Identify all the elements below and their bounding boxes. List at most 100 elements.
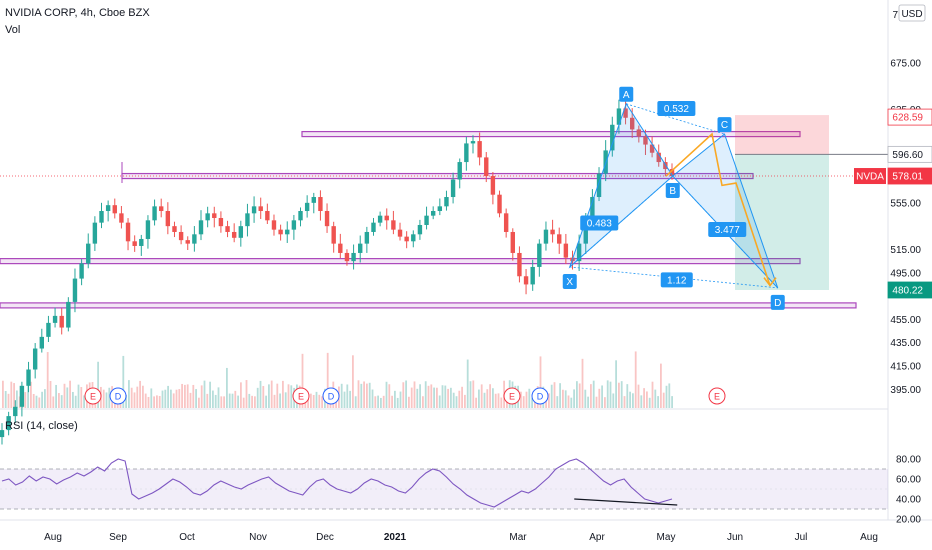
candle-body[interactable] <box>450 179 456 198</box>
candle-body[interactable] <box>19 385 25 407</box>
candle-body[interactable] <box>497 194 502 214</box>
pattern-point-b[interactable]: B <box>665 183 680 199</box>
candle-body[interactable] <box>258 206 263 212</box>
candle-body[interactable] <box>338 243 343 253</box>
candle-body[interactable] <box>0 430 5 438</box>
candle-body[interactable] <box>636 129 642 137</box>
candle-body[interactable] <box>152 206 157 221</box>
candle-body[interactable] <box>298 211 303 221</box>
candle-body[interactable] <box>358 243 363 253</box>
candle-body[interactable] <box>304 202 310 212</box>
candle-body[interactable] <box>291 220 297 230</box>
candle-body[interactable] <box>470 141 476 144</box>
candle-body[interactable] <box>484 157 489 177</box>
candle-body[interactable] <box>66 301 71 328</box>
candle-body[interactable] <box>557 234 562 244</box>
candle-body[interactable] <box>371 222 376 232</box>
candle-body[interactable] <box>165 211 171 227</box>
candle-body[interactable] <box>212 213 217 218</box>
candle-body[interactable] <box>86 243 91 264</box>
profit-zone[interactable] <box>735 154 829 290</box>
currency-button[interactable] <box>898 4 926 22</box>
candle-body[interactable] <box>424 215 429 225</box>
candle-body[interactable] <box>13 406 18 417</box>
pattern-ratio-badge[interactable]: 0.532 <box>657 100 696 116</box>
candle-body[interactable] <box>537 243 542 267</box>
candle-body[interactable] <box>411 234 416 242</box>
candle-body[interactable] <box>643 136 648 145</box>
pattern-ratio-badge[interactable]: 3.477 <box>708 221 747 237</box>
stop-zone[interactable] <box>735 115 829 155</box>
candle-body[interactable] <box>278 229 283 235</box>
candle-body[interactable] <box>523 276 529 285</box>
event-earnings-marker[interactable]: E <box>708 387 726 405</box>
pattern-point-a[interactable]: A <box>619 86 634 102</box>
candle-body[interactable] <box>610 124 615 151</box>
candle-body[interactable] <box>457 162 462 180</box>
candle-body[interactable] <box>26 369 31 386</box>
candle-body[interactable] <box>430 211 436 216</box>
candle-body[interactable] <box>39 336 45 349</box>
event-dividend-marker[interactable]: D <box>531 387 549 405</box>
candle-body[interactable] <box>79 263 84 279</box>
candle-body[interactable] <box>192 234 197 244</box>
pattern-point-d[interactable]: D <box>770 294 785 310</box>
event-dividend-marker[interactable]: D <box>322 387 340 405</box>
pattern-ratio-badge[interactable]: 1.12 <box>660 272 693 288</box>
candle-body[interactable] <box>530 266 535 285</box>
candle-body[interactable] <box>92 222 98 244</box>
candle-body[interactable] <box>437 206 443 212</box>
candle-body[interactable] <box>377 215 383 223</box>
candle-body[interactable] <box>32 348 38 370</box>
candle-body[interactable] <box>391 220 396 230</box>
candle-body[interactable] <box>663 162 668 170</box>
candle-body[interactable] <box>318 197 323 212</box>
candle-body[interactable] <box>99 211 104 223</box>
candle-body[interactable] <box>550 229 555 235</box>
projection-path[interactable] <box>665 132 771 286</box>
candle-body[interactable] <box>404 236 409 242</box>
event-earnings-marker[interactable]: E <box>292 387 310 405</box>
candle-body[interactable] <box>477 141 482 158</box>
candle-body[interactable] <box>596 173 602 198</box>
candle-body[interactable] <box>105 205 111 212</box>
level-box[interactable] <box>0 302 857 309</box>
candle-body[interactable] <box>245 213 250 227</box>
candle-body[interactable] <box>364 231 370 244</box>
candle-body[interactable] <box>52 315 58 323</box>
candle-body[interactable] <box>178 231 184 241</box>
candle-body[interactable] <box>510 231 515 253</box>
candle-body[interactable] <box>125 222 131 242</box>
candle-body[interactable] <box>59 315 64 328</box>
candle-body[interactable] <box>351 252 356 262</box>
candle-body[interactable] <box>218 217 224 227</box>
candle-body[interactable] <box>397 229 403 237</box>
candle-body[interactable] <box>490 176 496 195</box>
candle-body[interactable] <box>503 213 509 232</box>
candle-body[interactable] <box>590 197 595 221</box>
candle-body[interactable] <box>251 206 257 214</box>
candle-body[interactable] <box>669 169 675 177</box>
candle-body[interactable] <box>72 278 78 302</box>
candle-body[interactable] <box>517 252 522 277</box>
candle-body[interactable] <box>46 322 51 337</box>
candle-body[interactable] <box>285 229 290 235</box>
candle-body[interactable] <box>205 213 210 221</box>
candle-body[interactable] <box>159 206 164 212</box>
level-box[interactable] <box>301 130 801 138</box>
event-dividend-marker[interactable]: D <box>109 387 127 405</box>
candle-body[interactable] <box>583 220 588 244</box>
candle-body[interactable] <box>331 226 336 244</box>
candle-body[interactable] <box>139 238 144 246</box>
horizontal-levels[interactable] <box>0 130 857 309</box>
price-pane[interactable] <box>0 0 888 408</box>
candle-body[interactable] <box>231 231 237 238</box>
pattern-point-x[interactable]: X <box>562 273 577 289</box>
candle-body[interactable] <box>198 220 204 235</box>
time-axis[interactable]: Aug Sep Oct Nov Dec 2021 Mar Apr May Jun Jul Aug <box>44 532 878 543</box>
candle-body[interactable] <box>145 220 151 239</box>
trade-position-box[interactable] <box>0 115 888 290</box>
candle-body[interactable] <box>629 117 635 130</box>
event-earnings-marker[interactable]: E <box>503 387 521 405</box>
